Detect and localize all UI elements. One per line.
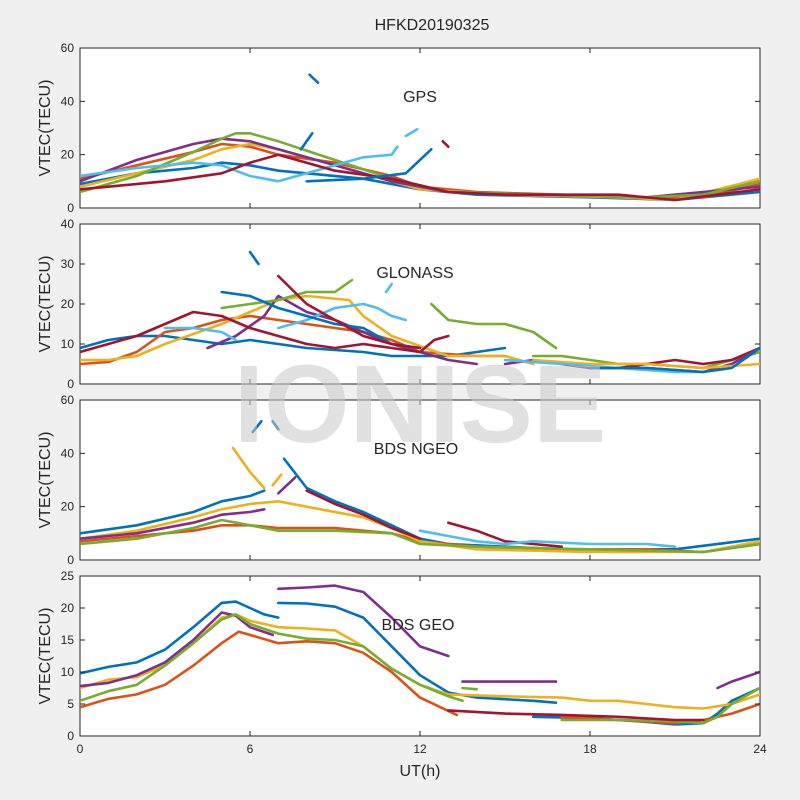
panel-2: 0 10 20 30 40 VTEC(TECU) GLONASS <box>37 217 761 391</box>
series-line <box>277 274 422 350</box>
series-line <box>418 529 677 548</box>
x-axis-label: UT(h) <box>400 763 441 780</box>
y-tick-label: 20 <box>61 148 75 162</box>
y-tick-label: 40 <box>61 446 75 460</box>
series-line <box>80 600 280 675</box>
series-line <box>305 489 422 540</box>
panel-1: 0 20 40 60 VTEC(TECU) GPS <box>37 41 761 215</box>
series-line <box>299 132 314 151</box>
series-line <box>404 128 419 138</box>
series-line <box>308 73 320 84</box>
series-line <box>447 709 705 722</box>
y-tick-label: 0 <box>67 201 74 215</box>
panel-4: 0 5 10 15 20 25 0 6 12 18 24 VTEC(TECU) BDS GEO <box>37 569 767 756</box>
series-line <box>80 630 459 717</box>
panel-title: BDS GEO <box>382 617 455 634</box>
y-tick-label: 0 <box>67 729 74 743</box>
panel-3: 0 20 40 60 VTEC(TECU) BDS NGEO <box>37 393 761 567</box>
y-tick-label: 20 <box>61 601 75 615</box>
y-tick-label: 30 <box>61 257 75 271</box>
series-line <box>447 521 563 548</box>
series-line <box>560 686 760 725</box>
series-line <box>80 153 760 202</box>
y-tick-label: 10 <box>61 337 75 351</box>
plot-area-1 <box>79 47 761 209</box>
y-axis-label: VTEC(TECU) <box>37 256 54 353</box>
series-line <box>461 686 478 691</box>
x-tick-label: 24 <box>753 742 767 756</box>
series-line <box>271 420 280 431</box>
series-line <box>248 250 260 266</box>
series-line <box>80 613 464 703</box>
y-tick-label: 15 <box>61 633 75 647</box>
series-line <box>305 148 433 183</box>
y-tick-label: 20 <box>61 500 75 514</box>
series-line <box>277 476 297 495</box>
series-line <box>271 473 283 487</box>
series-line <box>80 294 535 366</box>
series-line <box>251 420 263 434</box>
y-tick-label: 25 <box>61 569 75 583</box>
x-tick-label: 18 <box>583 742 597 756</box>
y-tick-label: 0 <box>67 553 74 567</box>
y-tick-label: 0 <box>67 377 74 391</box>
series-line <box>277 302 408 330</box>
panel-title: GLONASS <box>376 265 453 282</box>
series-line <box>80 518 760 554</box>
series-line <box>80 611 274 688</box>
series-line <box>277 601 558 704</box>
series-group-4 <box>80 584 760 726</box>
x-tick-label: 12 <box>413 742 427 756</box>
series-line <box>80 508 266 540</box>
y-axis-label: VTEC(TECU) <box>37 608 54 705</box>
y-axis-label: VTEC(TECU) <box>37 80 54 177</box>
y-tick-label: 10 <box>61 665 75 679</box>
series-line <box>80 145 399 183</box>
y-tick-label: 5 <box>67 697 74 711</box>
y-tick-label: 40 <box>61 94 75 108</box>
series-line <box>430 302 558 350</box>
series-line <box>588 346 760 374</box>
series-line <box>716 670 760 690</box>
y-axis-label: VTEC(TECU) <box>37 432 54 529</box>
y-tick-label: 60 <box>61 393 75 407</box>
series-group-3 <box>80 420 760 554</box>
y-tick-label: 20 <box>61 297 75 311</box>
plot-area-4 <box>79 575 761 737</box>
panel-title: GPS <box>403 89 437 106</box>
series-line <box>220 278 354 310</box>
series-line <box>163 326 238 342</box>
series-line <box>80 489 266 535</box>
series-line <box>384 282 393 294</box>
series-line <box>80 310 450 354</box>
watermark: IONISE <box>234 343 607 466</box>
series-line <box>231 446 266 490</box>
series-line <box>277 584 450 658</box>
y-tick-label: 60 <box>61 41 75 55</box>
panel-title: BDS NGEO <box>374 441 458 458</box>
plot-area-3 <box>79 399 761 561</box>
series-line <box>532 358 760 370</box>
series-line <box>441 140 450 148</box>
x-tick-label: 0 <box>77 742 84 756</box>
x-tick-label: 6 <box>247 742 254 756</box>
y-tick-label: 40 <box>61 217 75 231</box>
figure-title: HFKD20190325 <box>375 17 490 34</box>
series-group-1 <box>80 73 760 202</box>
series-group-2 <box>80 250 760 374</box>
series-line <box>80 500 760 554</box>
